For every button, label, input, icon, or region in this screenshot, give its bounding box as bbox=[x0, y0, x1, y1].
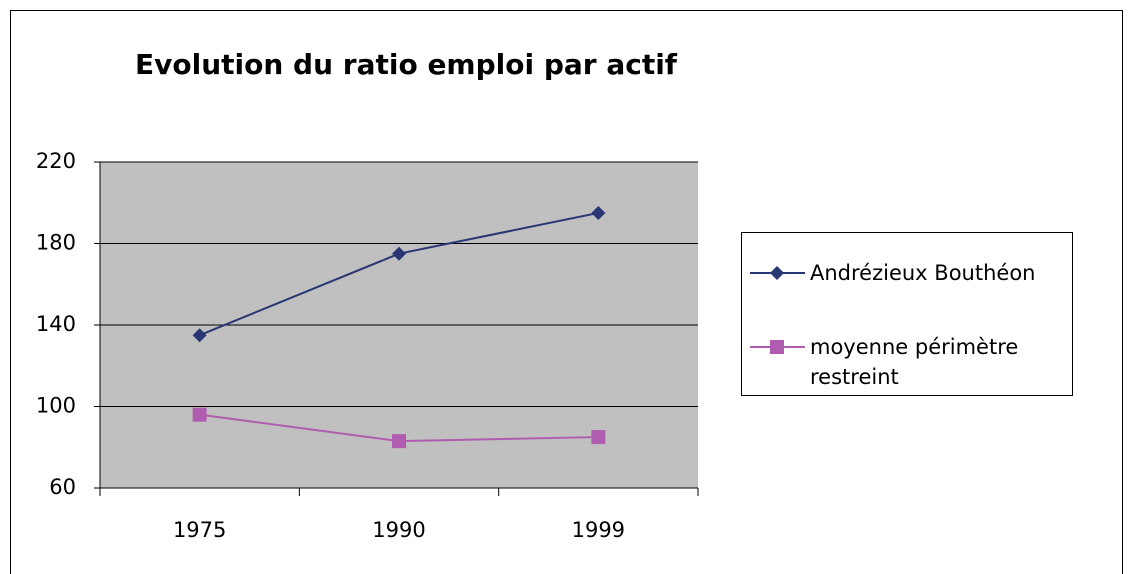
y-tick-label: 100 bbox=[36, 394, 76, 418]
legend-label: Andrézieux Bouthéon bbox=[810, 261, 1036, 285]
x-tick-label: 1990 bbox=[372, 518, 425, 542]
y-tick-label: 140 bbox=[36, 312, 76, 336]
marker bbox=[770, 266, 784, 280]
legend-label-box: moyenne périmètre restreint bbox=[810, 335, 1019, 389]
y-tick-label: 220 bbox=[36, 149, 76, 173]
marker bbox=[392, 246, 406, 261]
legend-label: moyenne périmètre restreint bbox=[810, 335, 1019, 389]
x-tick-label: 1975 bbox=[173, 518, 226, 542]
y-tick-label: 180 bbox=[36, 231, 76, 255]
marker bbox=[392, 434, 406, 449]
legend bbox=[741, 232, 1073, 396]
marker bbox=[192, 407, 207, 422]
x-tick-label: 1999 bbox=[572, 518, 625, 542]
y-tick-label: 60 bbox=[49, 475, 76, 499]
marker bbox=[192, 328, 207, 343]
marker bbox=[591, 205, 606, 220]
marker bbox=[770, 340, 784, 354]
marker bbox=[591, 430, 606, 445]
legend-label-box: Andrézieux Bouthéon bbox=[810, 261, 1036, 285]
chart-title: Evolution du ratio emploi par actif bbox=[135, 48, 678, 81]
